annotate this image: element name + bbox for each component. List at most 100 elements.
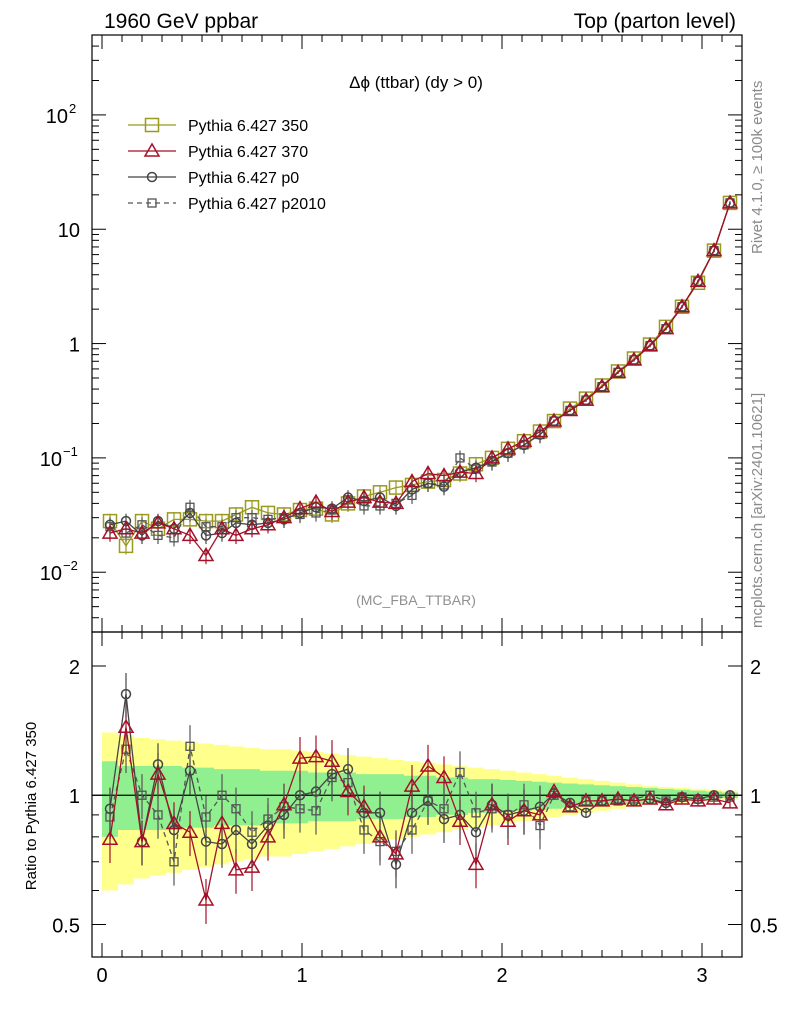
ratio-point: [326, 768, 338, 780]
data-point: [515, 432, 533, 447]
ratio-point: [502, 809, 514, 821]
data-point: [705, 242, 723, 257]
data-point: [136, 530, 148, 541]
ratio-point: [455, 767, 465, 778]
data-point: [483, 449, 501, 464]
data-point: [625, 351, 643, 366]
ratio-point: [310, 786, 322, 797]
data-point: [166, 512, 182, 527]
ratio-y-tick-label-right: 0.5: [750, 915, 778, 937]
ratio-point: [609, 790, 627, 805]
data-point: [388, 480, 404, 495]
data-point: [438, 481, 450, 492]
series-line: [109, 202, 731, 548]
ratio-point: [185, 741, 195, 751]
ratio-point: [201, 812, 211, 822]
analysis-label: (MC_FBA_TTBAR): [356, 592, 476, 608]
ratio-point: [231, 804, 241, 814]
ratio-point: [673, 790, 691, 805]
ratio-point: [705, 790, 723, 805]
ratio-point: [259, 828, 277, 843]
series-line: [109, 202, 731, 537]
data-point: [641, 337, 659, 352]
ratio-point: [403, 777, 421, 792]
ratio-line: [109, 746, 730, 862]
plot-title: Δϕ (ttbar) (dy > 0): [349, 73, 483, 92]
ratio-point: [580, 807, 592, 819]
legend-label: Pythia 6.427 370: [188, 144, 308, 161]
ratio-point: [120, 688, 132, 700]
ratio-point: [519, 800, 529, 810]
data-point: [198, 513, 214, 529]
data-point: [545, 412, 563, 427]
data-point: [387, 494, 405, 510]
data-point: [470, 462, 482, 473]
data-point: [518, 439, 530, 451]
data-point: [120, 515, 132, 527]
ratio-point: [342, 763, 354, 775]
ratio-point: [263, 814, 273, 824]
data-point: [153, 530, 163, 541]
ratio-point: [470, 826, 482, 838]
data-point: [102, 513, 118, 529]
data-point: [185, 502, 195, 512]
series-line: [109, 202, 731, 557]
y-tick-label: 10: [40, 449, 62, 471]
data-point: [118, 538, 134, 554]
y-tick-exponent: −2: [63, 558, 78, 573]
legend-label: Pythia 6.427 350: [188, 118, 308, 135]
data-point: [403, 473, 421, 488]
data-point: [231, 513, 241, 523]
ratio-point: [374, 807, 386, 819]
legend-marker: [143, 142, 161, 157]
ratio-point: [294, 789, 306, 801]
data-point: [311, 508, 321, 518]
ratio-point: [311, 806, 321, 816]
ratio-point: [213, 814, 231, 830]
ratio-point: [407, 825, 417, 835]
ratio-point: [535, 820, 545, 831]
data-point: [531, 423, 549, 438]
y-tick-exponent: 2: [69, 101, 76, 116]
legend-marker: [147, 198, 157, 208]
data-point: [339, 493, 357, 508]
data-point: [137, 520, 147, 530]
ratio-point: [657, 796, 675, 811]
data-point: [577, 391, 595, 406]
ratio-point: [531, 806, 549, 821]
ratio-ylabel: Ratio to Pythia 6.427 350: [23, 722, 40, 890]
ratio-point: [153, 810, 163, 820]
ratio-point: [355, 798, 373, 813]
ratio-point: [197, 891, 215, 906]
data-point: [407, 490, 417, 501]
ratio-point: [435, 768, 453, 784]
data-point: [689, 272, 707, 288]
ratio-point: [689, 792, 707, 807]
ratio-y-tick-label-right: 1: [750, 786, 761, 808]
legend-marker: [146, 171, 158, 183]
legend-label: Pythia 6.427 p2010: [188, 196, 326, 213]
ratio-point: [295, 804, 305, 814]
x-tick-label: 1: [296, 965, 307, 987]
ratio-point: [467, 855, 485, 871]
ratio-point: [323, 752, 341, 767]
data-point: [593, 378, 611, 393]
ratio-point: [438, 813, 450, 825]
mc-band-inner: [102, 761, 738, 837]
data-point: [104, 519, 116, 531]
ratio-point: [184, 765, 196, 777]
ratio-point: [230, 824, 242, 836]
header-right: Top (parton level): [574, 10, 736, 33]
ratio-point: [359, 825, 369, 835]
data-point: [499, 440, 517, 455]
ratio-point: [165, 814, 183, 830]
data-point: [165, 520, 183, 535]
ratio-point: [561, 798, 579, 813]
data-point: [486, 455, 498, 467]
ratio-point: [168, 824, 180, 836]
data-point: [451, 463, 469, 478]
data-point: [181, 526, 199, 542]
mcplots-label: mcplots.cern.ch [arXiv:2401.10621]: [749, 393, 766, 628]
data-point: [721, 194, 739, 209]
ratio-point: [137, 790, 147, 800]
